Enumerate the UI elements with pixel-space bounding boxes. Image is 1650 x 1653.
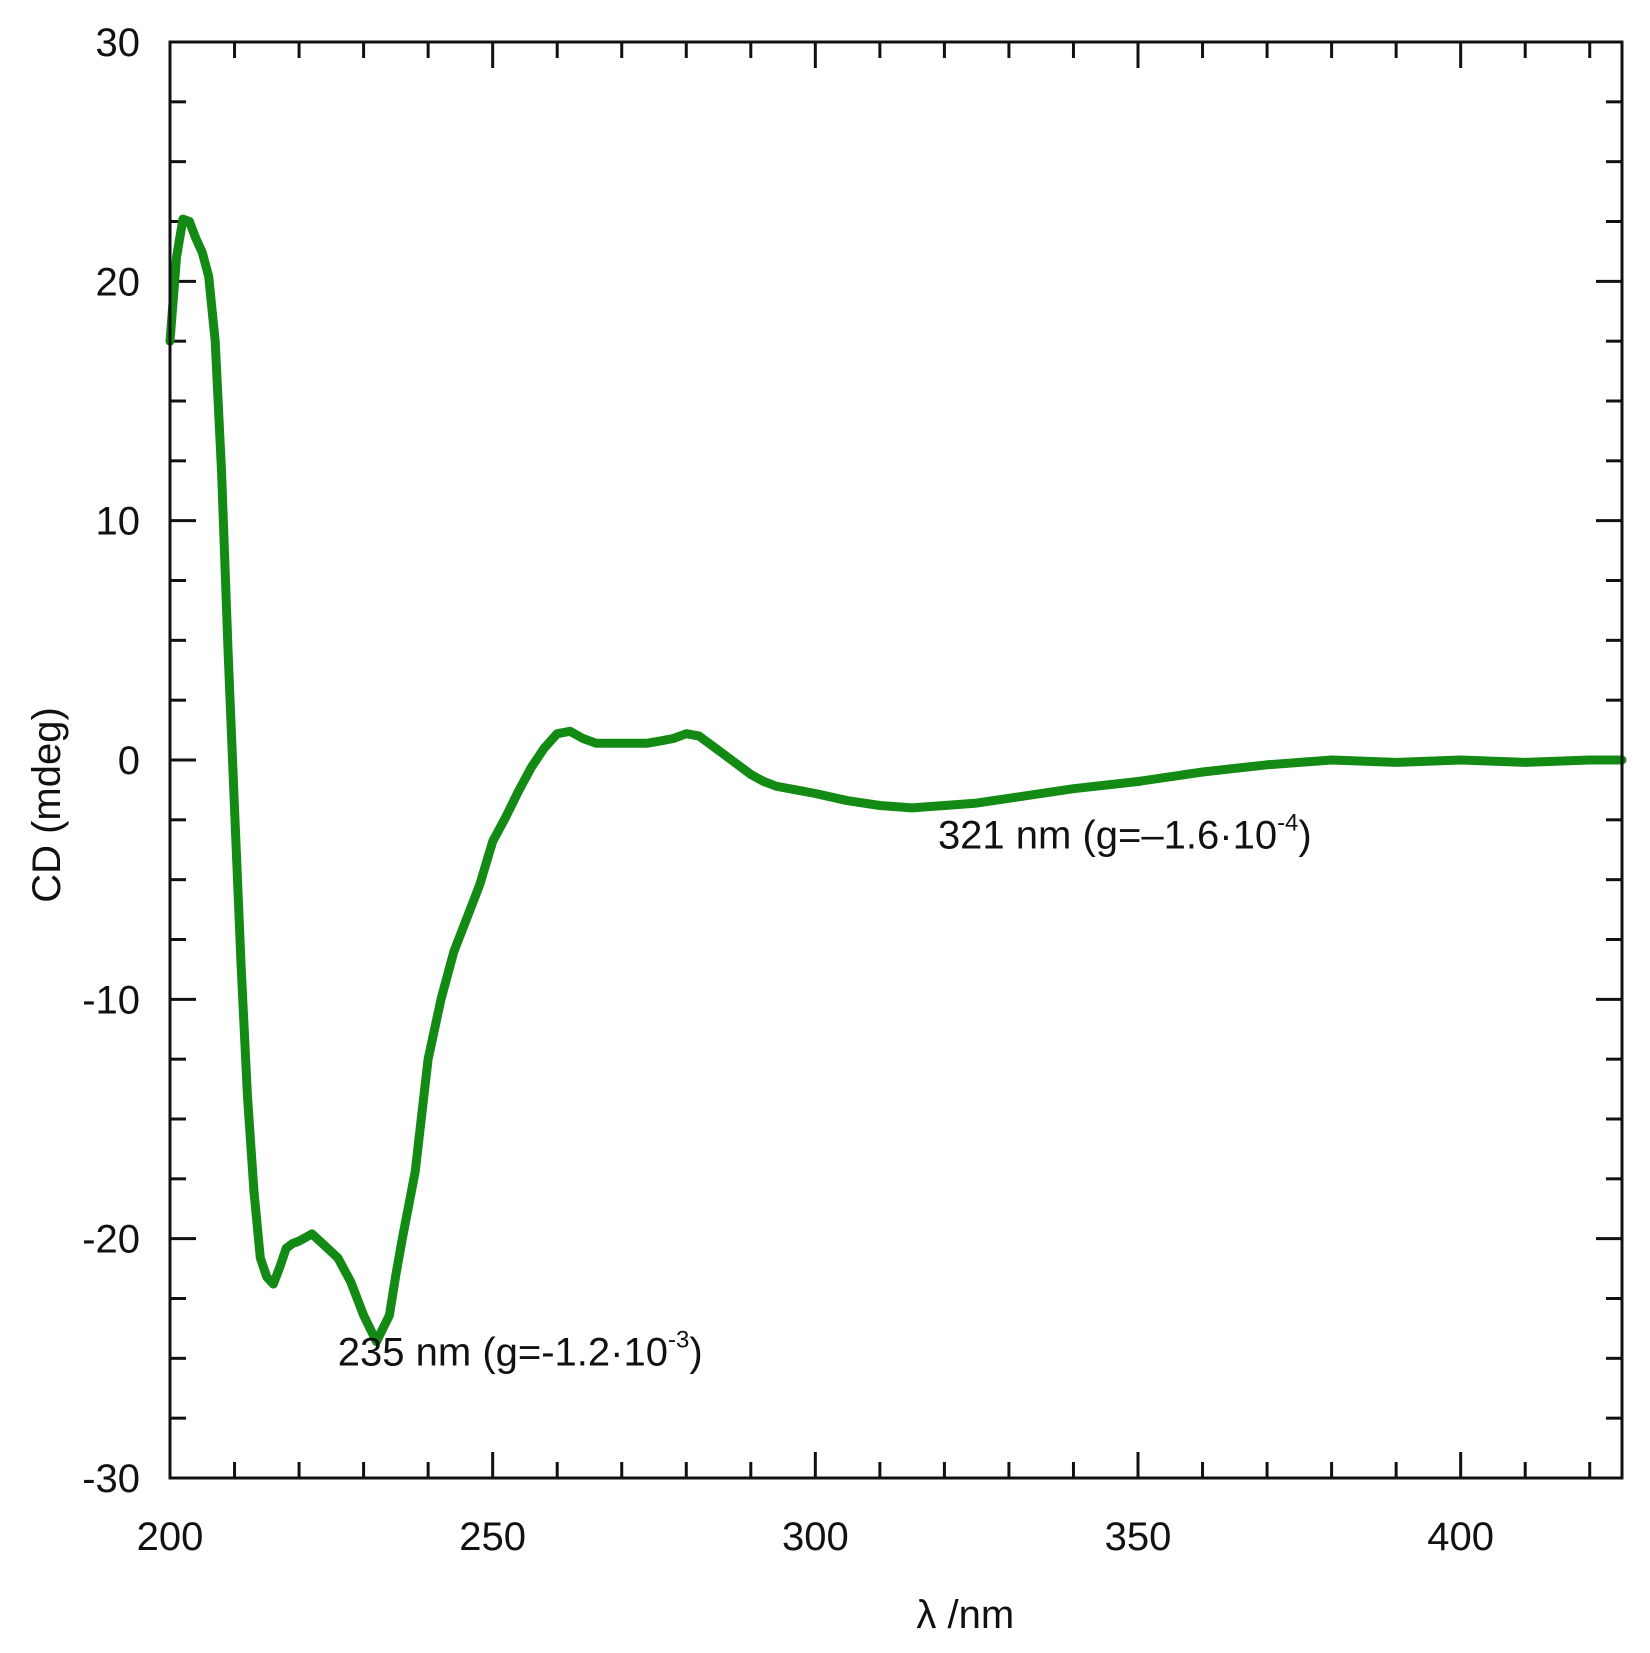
y-tick-label: 30 — [96, 21, 141, 65]
annotations: 235 nm (g=-1.2·10-3) 321 nm (g=–1.6·10-4) — [338, 810, 1312, 1375]
x-tick-label: 250 — [459, 1515, 526, 1559]
y-axis-label: CD (mdeg) — [25, 707, 69, 903]
y-tick-label: 10 — [96, 500, 141, 544]
x-tick-label: 400 — [1427, 1515, 1494, 1559]
plot-frame — [168, 40, 1624, 1480]
annotation-label: 235 nm (g=-1.2·10-3) — [338, 1327, 703, 1375]
annotation-label: 321 nm (g=–1.6·10-4) — [938, 810, 1312, 858]
x-tick-label: 350 — [1105, 1515, 1172, 1559]
y-tick-label: -20 — [82, 1218, 140, 1262]
series-line — [165, 214, 1627, 1347]
x-tick-label: 300 — [782, 1515, 849, 1559]
y-tick-label: 0 — [118, 739, 140, 783]
y-tick-label: -30 — [82, 1457, 140, 1501]
x-axis-label: λ /nm — [916, 1593, 1014, 1637]
tick-labels: 200 250 300 350 400 30 20 10 0 -10 -20 -30 — [82, 21, 1494, 1559]
x-tick-label: 200 — [137, 1515, 204, 1559]
y-tick-label: -10 — [82, 978, 140, 1022]
y-tick-label: 20 — [96, 260, 141, 304]
